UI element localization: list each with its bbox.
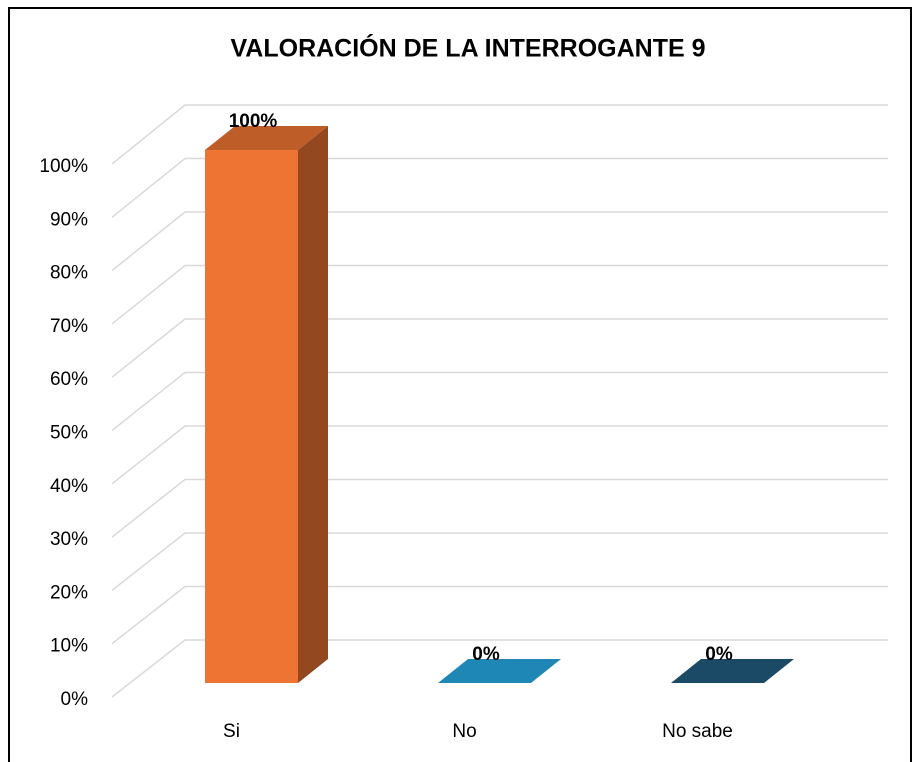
y-tick-label: 60% — [50, 369, 88, 390]
y-tick-label: 50% — [50, 423, 88, 444]
grid-line — [111, 585, 888, 645]
grid-line — [111, 211, 888, 272]
grid-line — [111, 264, 888, 325]
y-tick-label: 0% — [61, 689, 89, 710]
value-label: 0% — [705, 644, 733, 665]
bar-top — [438, 659, 561, 683]
bar-front — [205, 150, 298, 683]
bar-top — [671, 659, 794, 683]
y-tick-label: 90% — [50, 209, 88, 230]
grid-line — [111, 532, 888, 591]
chart-title: VALORACIÓN DE LA INTERROGANTE 9 — [230, 33, 705, 63]
grid-line — [111, 425, 888, 485]
y-tick-label: 100% — [39, 156, 88, 177]
y-tick-label: 10% — [50, 636, 88, 657]
y-tick-label: 70% — [50, 316, 88, 337]
y-tick-label: 30% — [50, 529, 88, 550]
bar — [438, 659, 561, 683]
grid-line — [111, 639, 888, 698]
grid-line — [111, 371, 888, 432]
bar — [671, 659, 794, 683]
y-tick-label: 40% — [50, 476, 88, 497]
x-tick-label: Si — [223, 721, 240, 742]
bar-top — [205, 126, 328, 150]
bar-side — [298, 126, 328, 683]
value-label: 100% — [229, 111, 278, 132]
x-tick-label: No sabe — [662, 721, 733, 742]
y-tick-label: 20% — [50, 582, 88, 603]
y-tick-label: 80% — [50, 263, 88, 284]
x-tick-label: No — [452, 721, 476, 742]
grid-line — [111, 478, 888, 538]
grid-line — [111, 104, 888, 165]
frame — [8, 7, 912, 762]
grid-line — [111, 157, 888, 218]
value-label: 0% — [472, 644, 500, 665]
grid-line — [111, 318, 888, 378]
bar — [205, 126, 328, 683]
